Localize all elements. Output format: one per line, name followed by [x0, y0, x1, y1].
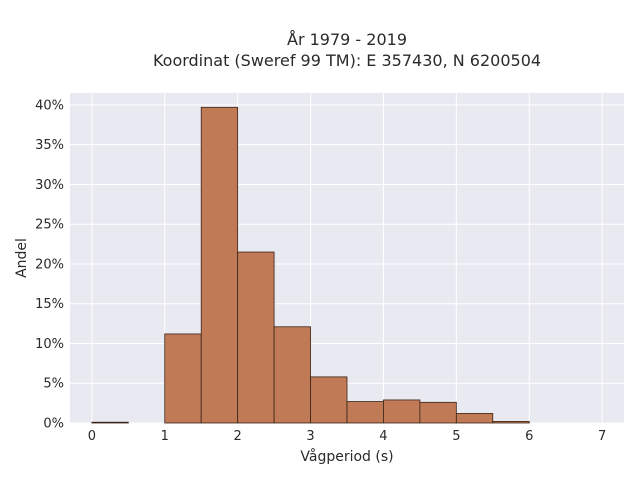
y-tick-label: 5%: [43, 377, 64, 392]
y-tick-label: 40%: [35, 98, 64, 113]
chart-title-line-1: År 1979 - 2019: [287, 30, 407, 49]
histogram-bar: [200, 106, 239, 424]
histogram-bar: [419, 401, 457, 424]
y-axis-ticks: 0% 5% 10% 15% 20% 25% 30% 35% 40%: [35, 98, 64, 431]
x-tick-label: 3: [306, 429, 314, 444]
y-tick-label: 25%: [35, 218, 64, 233]
grid-lines: [70, 93, 624, 424]
histogram-bar: [383, 399, 421, 424]
histogram-bar: [237, 251, 275, 424]
x-tick-label: 6: [525, 429, 533, 444]
histogram-bar: [164, 333, 202, 424]
x-tick-label: 0: [88, 429, 96, 444]
x-tick-label: 5: [452, 429, 460, 444]
y-tick-label: 35%: [35, 138, 64, 153]
y-tick-label: 10%: [35, 337, 64, 352]
plot-area: [70, 93, 624, 423]
histogram-bar: [346, 401, 384, 424]
x-tick-label: 7: [598, 429, 606, 444]
y-tick-label: 0%: [43, 417, 64, 432]
x-tick-label: 1: [161, 429, 169, 444]
histogram-bar: [310, 376, 348, 424]
x-tick-label: 2: [234, 429, 242, 444]
x-axis-label: Vågperiod (s): [300, 448, 393, 465]
y-axis-label: Andel: [14, 238, 30, 278]
y-tick-label: 20%: [35, 257, 64, 272]
histogram-bar: [91, 421, 129, 424]
bars: [91, 106, 530, 424]
y-tick-label: 15%: [35, 297, 64, 312]
histogram-bar: [273, 326, 311, 424]
chart-title-line-2: Koordinat (Sweref 99 TM): E 357430, N 62…: [153, 51, 541, 70]
x-axis-ticks: 0 1 2 3 4 5 6 7: [88, 429, 607, 444]
histogram-bar: [455, 413, 494, 424]
histogram-bar: [492, 421, 530, 424]
x-tick-label: 4: [379, 429, 387, 444]
y-tick-label: 30%: [35, 178, 64, 193]
